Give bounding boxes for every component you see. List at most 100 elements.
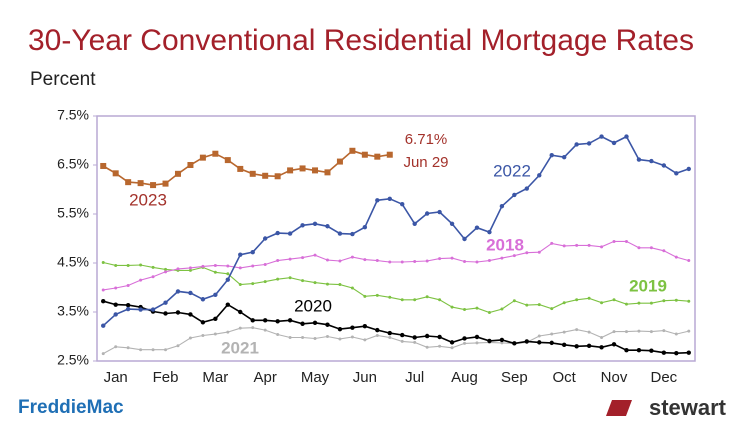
point [400,298,404,302]
point [600,335,604,339]
point [537,303,541,307]
point [612,298,616,302]
point [262,236,268,241]
point [587,330,591,334]
point [375,334,379,338]
point [213,292,218,298]
point [201,264,205,268]
point [687,329,691,333]
point [262,318,268,323]
point [250,250,255,255]
point [449,221,455,226]
point [100,162,107,169]
point [337,231,343,236]
x-tick-label: Dec [651,369,678,386]
x-tick-label: Nov [601,369,628,386]
point [301,335,305,339]
series-label: 2018 [486,235,524,254]
point [363,258,367,262]
point [574,344,579,349]
point [101,261,105,265]
point [163,300,168,305]
series-line [103,240,689,291]
point [512,299,516,303]
point [474,225,480,230]
point [562,301,566,305]
point [151,275,155,279]
point [412,221,417,226]
point [338,337,342,341]
point [101,323,106,328]
point [199,154,206,161]
point [413,340,417,344]
point [549,340,554,346]
point [413,298,417,302]
point [425,345,429,349]
point [238,252,243,257]
point [687,299,691,303]
point [649,246,653,250]
point [151,265,155,269]
series-line [103,261,689,314]
stewart-icon [606,400,632,416]
point [336,158,343,165]
point [463,308,467,312]
point [662,299,666,303]
point [611,140,617,146]
point [175,310,181,315]
point [413,260,417,264]
point [262,172,269,179]
point [388,260,392,264]
point [599,345,604,350]
point [338,259,342,263]
point [139,278,143,282]
y-tick-label: 7.5% [57,107,89,123]
point [575,328,579,332]
point [400,339,404,343]
x-tick-label: Jun [353,369,377,386]
point [125,179,132,186]
point [487,310,491,314]
point [537,340,542,345]
point [512,192,517,198]
point [575,243,579,247]
point [624,302,628,306]
point [550,241,554,245]
point [338,283,342,287]
x-tick-label: Jan [104,369,128,386]
point [226,330,230,334]
point [126,263,130,267]
point [126,284,130,288]
point [276,333,280,337]
point [674,255,678,259]
point [188,268,192,272]
point [188,336,192,340]
point [263,262,267,266]
point [224,157,231,164]
y-tick-label: 4.5% [57,254,89,270]
point [275,319,280,324]
point [674,298,678,302]
point [237,165,244,172]
point [662,329,666,333]
point [287,167,294,174]
point [499,203,505,209]
point [437,334,442,340]
point [524,339,530,344]
point [487,338,492,344]
point [524,186,530,191]
point [325,258,329,262]
point [288,257,292,261]
point [226,264,230,268]
point [375,293,379,297]
point [125,306,131,312]
point [251,264,255,268]
point [561,154,567,160]
point [437,209,442,215]
point [251,282,255,286]
point [550,332,554,336]
point [188,266,192,270]
point [300,321,305,326]
point [424,211,430,216]
point [649,330,653,334]
